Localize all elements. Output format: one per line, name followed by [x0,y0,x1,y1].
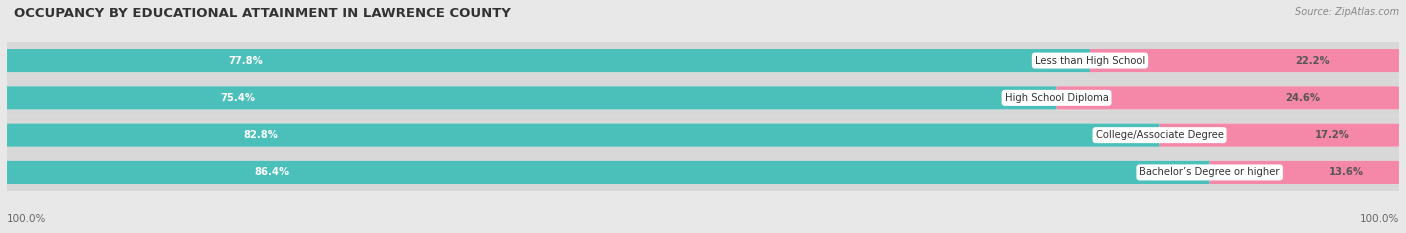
FancyBboxPatch shape [1160,123,1399,147]
FancyBboxPatch shape [1090,49,1399,72]
Text: 86.4%: 86.4% [254,168,290,177]
Text: Less than High School: Less than High School [1035,56,1144,65]
FancyBboxPatch shape [1056,86,1399,110]
Text: Bachelor’s Degree or higher: Bachelor’s Degree or higher [1139,168,1279,177]
FancyBboxPatch shape [7,123,1160,147]
Text: 77.8%: 77.8% [228,56,263,65]
Text: 17.2%: 17.2% [1315,130,1350,140]
FancyBboxPatch shape [7,161,1399,184]
Text: 82.8%: 82.8% [243,130,278,140]
Text: College/Associate Degree: College/Associate Degree [1095,130,1223,140]
Text: 13.6%: 13.6% [1329,168,1364,177]
Text: 100.0%: 100.0% [1360,214,1399,224]
Text: OCCUPANCY BY EDUCATIONAL ATTAINMENT IN LAWRENCE COUNTY: OCCUPANCY BY EDUCATIONAL ATTAINMENT IN L… [14,7,510,20]
FancyBboxPatch shape [7,86,1399,110]
FancyBboxPatch shape [7,49,1090,72]
FancyBboxPatch shape [7,86,1056,110]
FancyBboxPatch shape [1209,161,1399,184]
FancyBboxPatch shape [7,42,1399,79]
FancyBboxPatch shape [7,79,1399,116]
Text: High School Diploma: High School Diploma [1005,93,1108,103]
Text: 24.6%: 24.6% [1285,93,1320,103]
FancyBboxPatch shape [7,49,1399,72]
FancyBboxPatch shape [7,123,1399,147]
Text: 22.2%: 22.2% [1295,56,1330,65]
Text: Source: ZipAtlas.com: Source: ZipAtlas.com [1295,7,1399,17]
Text: 100.0%: 100.0% [7,214,46,224]
FancyBboxPatch shape [7,161,1209,184]
Text: 75.4%: 75.4% [221,93,256,103]
FancyBboxPatch shape [7,116,1399,154]
FancyBboxPatch shape [7,154,1399,191]
